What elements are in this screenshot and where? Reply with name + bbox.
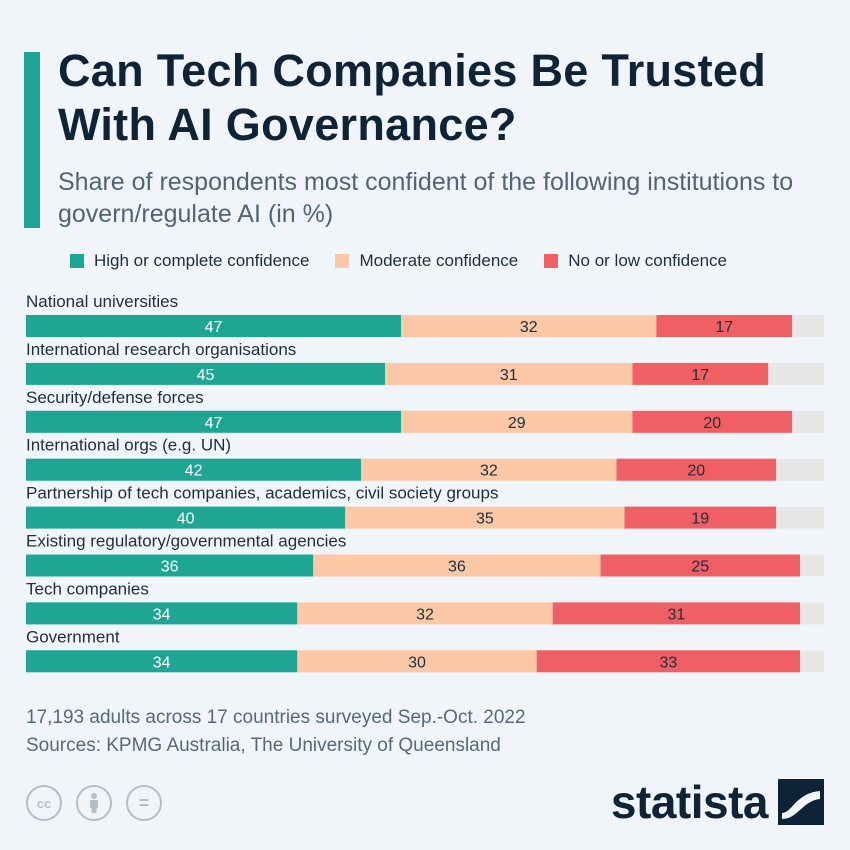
creative-commons-icon[interactable]: cc <box>26 785 62 821</box>
value-label: 20 <box>687 463 705 480</box>
bar-segment <box>401 315 657 337</box>
bar-segment <box>536 650 801 673</box>
value-label: 17 <box>715 319 733 336</box>
bar-segment <box>26 554 314 577</box>
legend-item-low: No or low confidence <box>544 251 727 271</box>
value-label: 33 <box>659 654 677 671</box>
bar-segment <box>297 650 537 673</box>
value-label: 31 <box>667 606 685 623</box>
legend-swatch-moderate <box>335 254 350 268</box>
category-label: Government <box>26 627 120 646</box>
legend-label-high: High or complete confidence <box>94 251 310 270</box>
bar-segment <box>632 362 769 385</box>
value-label: 32 <box>520 319 538 336</box>
value-label: 47 <box>205 319 223 336</box>
bar-segment <box>600 554 801 577</box>
bar-segment <box>616 458 777 481</box>
value-label: 34 <box>153 654 171 671</box>
category-label: Tech companies <box>26 579 149 598</box>
bar-segment <box>632 410 793 433</box>
value-label: 36 <box>161 559 179 576</box>
legend: High or complete confidence Moderate con… <box>70 250 753 272</box>
no-derivatives-icon[interactable]: = <box>126 785 162 821</box>
bar-segment <box>26 458 362 481</box>
person-icon <box>90 793 98 813</box>
stacked-bar-chart: National universities 47 32 17 International… <box>26 292 824 673</box>
value-label: 36 <box>448 559 466 576</box>
value-label: 17 <box>691 367 709 384</box>
bar-segment <box>552 602 801 625</box>
statista-logo[interactable]: statista <box>611 776 824 828</box>
legend-label-moderate: Moderate confidence <box>359 251 519 270</box>
bar-segment <box>385 362 633 385</box>
value-label: 20 <box>703 415 721 432</box>
legend-item-high: High or complete confidence <box>70 251 309 271</box>
value-label: 45 <box>197 367 215 384</box>
logo-text: statista <box>610 776 769 828</box>
legend-item-moderate: Moderate confidence <box>335 251 518 271</box>
footnote-sources: Sources: KPMG Australia, The University … <box>26 735 501 756</box>
value-label: 35 <box>476 511 494 528</box>
category-label: International research organisations <box>26 340 296 359</box>
bar-segment <box>26 602 298 625</box>
value-label: 42 <box>185 463 203 480</box>
chart-subtitle: Share of respondents most confident of t… <box>58 168 794 228</box>
bar-segment <box>26 410 402 433</box>
bar-segment <box>26 650 298 673</box>
value-label: 31 <box>500 367 518 384</box>
bar-segment <box>26 315 402 337</box>
bar-segment <box>345 506 625 529</box>
bar-segment <box>26 506 346 529</box>
bar-segment <box>26 362 386 385</box>
value-label: 47 <box>205 415 223 432</box>
value-label: 32 <box>416 606 434 623</box>
value-label: 29 <box>508 415 526 432</box>
value-label: 25 <box>691 559 709 576</box>
category-label: International orgs (e.g. UN) <box>26 436 231 455</box>
bar-segment <box>361 458 617 481</box>
bar-segment <box>313 554 601 577</box>
category-label: Partnership of tech companies, academics… <box>26 484 498 503</box>
category-label: Security/defense forces <box>26 388 204 407</box>
bar-segment <box>624 506 777 529</box>
footnote: 17,193 adults across 17 countries survey… <box>26 704 526 760</box>
legend-swatch-low <box>544 254 559 268</box>
value-label: 19 <box>691 511 709 528</box>
bar-segment <box>297 602 553 625</box>
value-label: 40 <box>177 511 195 528</box>
legend-swatch-high <box>70 254 84 268</box>
category-label: Existing regulatory/governmental agencie… <box>26 532 346 551</box>
value-label: 34 <box>153 606 171 623</box>
bar-segment <box>656 315 793 337</box>
bar-segment <box>401 410 633 433</box>
attribution-icon[interactable] <box>76 785 112 821</box>
legend-label-low: No or low confidence <box>568 251 728 270</box>
title-accent-bar <box>24 52 40 228</box>
chart-title: Can Tech Companies Be Trusted With AI Go… <box>58 45 767 150</box>
value-label: 30 <box>408 654 426 671</box>
nd-glyph: = <box>138 792 150 813</box>
footnote-survey: 17,193 adults across 17 countries survey… <box>26 707 526 728</box>
statista-logo-icon <box>778 779 824 825</box>
value-label: 32 <box>480 463 498 480</box>
license-icons: cc = <box>26 785 176 821</box>
category-label: National universities <box>26 292 178 311</box>
cc-glyph: cc <box>36 795 52 811</box>
